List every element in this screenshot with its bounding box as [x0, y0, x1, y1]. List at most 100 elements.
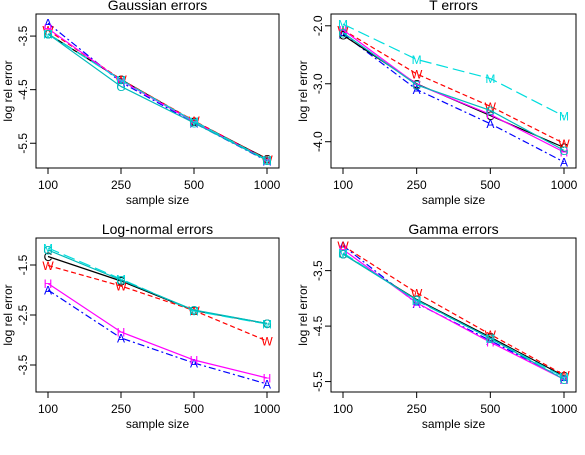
x-tick-label: 500 — [480, 178, 500, 192]
series-line-W — [47, 264, 268, 342]
series-marker-H: H — [486, 108, 495, 122]
series-line-M — [47, 247, 268, 325]
series-marker-A: A — [413, 83, 421, 97]
series-line-W — [342, 245, 565, 376]
series-line-G — [342, 32, 565, 151]
x-axis-label: sample size — [126, 417, 190, 431]
series-marker-M: M — [338, 246, 348, 260]
series-marker-G: G — [412, 294, 421, 308]
series-marker-M: M — [485, 72, 495, 86]
chart-title: Log-normal errors — [102, 221, 213, 237]
x-tick-label: 1000 — [254, 178, 281, 192]
y-tick-label: -3.5 — [16, 25, 30, 46]
series-marker-G: G — [338, 247, 347, 261]
series-marker-A: A — [263, 378, 271, 392]
series-line-H — [342, 29, 565, 153]
series-line-C — [342, 253, 565, 377]
series-line-W — [342, 29, 565, 144]
x-tick-label: 100 — [38, 178, 58, 192]
series-marker-M: M — [189, 115, 199, 129]
series-marker-C: C — [486, 331, 495, 345]
series-marker-A: A — [339, 27, 347, 41]
series-marker-W: W — [411, 286, 423, 300]
y-tick-label: -4.5 — [311, 315, 325, 336]
panel-3: Log-normal errors 100 250 500 1000 sample siz… — [1, 221, 281, 431]
y-axis-label: log rel error — [1, 284, 15, 345]
series-marker-G: G — [486, 332, 495, 346]
panel-4: Gamma errors 100 250 500 1000 sample size -3.5… — [296, 221, 578, 431]
series-marker-W: W — [411, 67, 423, 81]
series-marker-A: A — [263, 154, 271, 168]
series-marker-C: C — [44, 250, 53, 264]
x-axis-label: sample size — [422, 193, 486, 207]
series-line-A — [342, 245, 565, 380]
chart-title: T errors — [429, 0, 478, 13]
series-marker-G: G — [559, 144, 568, 158]
series-marker-W: W — [558, 137, 570, 151]
series-marker-G: G — [486, 104, 495, 118]
series-line-G — [342, 253, 565, 380]
y-tick-label: -4.5 — [16, 79, 30, 100]
panel-2: T errors 100 250 500 1000 sample size -2.0 -3.0… — [296, 0, 578, 207]
series-marker-C: C — [486, 109, 495, 123]
x-tick-label: 100 — [333, 178, 353, 192]
series-marker-H: H — [263, 372, 272, 386]
series-marker-M: M — [559, 371, 569, 385]
x-tick-label: 250 — [111, 178, 131, 192]
series-marker-A: A — [44, 284, 52, 298]
plot-frame — [330, 237, 577, 393]
x-tick-label: 250 — [111, 402, 131, 416]
x-tick-label: 500 — [184, 178, 204, 192]
series-marker-H: H — [117, 74, 126, 88]
series-marker-A: A — [44, 17, 52, 31]
series-marker-G: G — [559, 373, 568, 387]
series-marker-G: G — [338, 26, 347, 40]
series-marker-C: C — [117, 275, 126, 289]
series-marker-M: M — [338, 18, 348, 32]
y-tick-label: -5.5 — [16, 133, 30, 154]
plot-frame — [35, 237, 280, 393]
series-marker-W: W — [485, 100, 497, 114]
series-marker-A: A — [117, 76, 125, 90]
series-marker-G: G — [189, 304, 198, 318]
x-tick-label: 250 — [407, 402, 427, 416]
series-marker-A: A — [486, 334, 494, 348]
series-line-H — [47, 28, 268, 161]
series-marker-W: W — [42, 259, 54, 273]
series-marker-M: M — [116, 74, 126, 88]
x-tick-label: 1000 — [551, 402, 578, 416]
series-marker-C: C — [339, 29, 348, 43]
chart-title: Gamma errors — [408, 221, 498, 237]
series-marker-H: H — [44, 277, 53, 291]
x-tick-label: 250 — [407, 178, 427, 192]
series-marker-C: C — [560, 370, 569, 384]
series-marker-W: W — [558, 368, 570, 382]
series-marker-G: G — [43, 27, 52, 41]
series-marker-H: H — [339, 23, 348, 37]
series-marker-H: H — [412, 296, 421, 310]
series-marker-A: A — [486, 117, 494, 131]
series-marker-G: G — [116, 274, 125, 288]
series-marker-A: A — [117, 332, 125, 346]
series-marker-A: A — [190, 357, 198, 371]
x-tick-label: 500 — [184, 402, 204, 416]
series-line-G — [47, 33, 268, 161]
series-line-M — [47, 33, 268, 161]
series-line-W — [47, 29, 268, 160]
series-marker-M: M — [559, 110, 569, 124]
series-line-A — [47, 289, 268, 385]
series-marker-A: A — [560, 156, 568, 170]
series-marker-H: H — [190, 354, 199, 368]
series-marker-W: W — [485, 328, 497, 342]
series-marker-G: G — [262, 154, 271, 168]
series-line-C — [47, 255, 268, 325]
chart-title: Gaussian errors — [108, 0, 208, 13]
series-marker-A: A — [413, 297, 421, 311]
y-axis-label: log rel error — [296, 284, 310, 345]
series-marker-G: G — [189, 116, 198, 130]
y-tick-label: -4.0 — [311, 131, 325, 152]
series-line-H — [342, 249, 565, 380]
x-tick-label: 100 — [38, 402, 58, 416]
